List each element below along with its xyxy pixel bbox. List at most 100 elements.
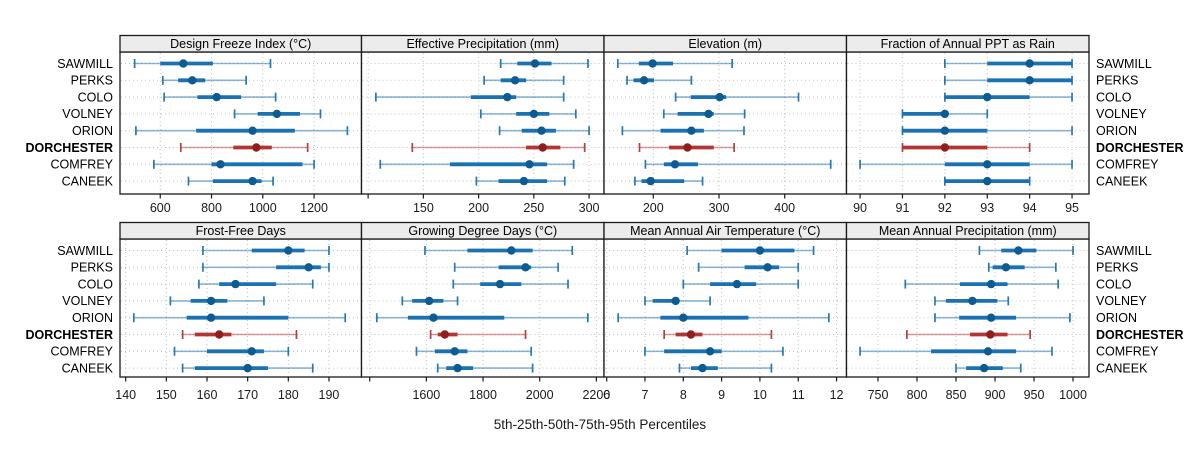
axis-tick-label: 200	[643, 201, 664, 215]
site-label-left: PERKS	[71, 74, 113, 88]
site-label-left: CANEEK	[62, 174, 114, 188]
strip-title: Mean Annual Air Temperature (°C)	[630, 224, 820, 238]
strip-title: Fraction of Annual PPT as Rain	[881, 37, 1055, 51]
axis-tick-label: 170	[237, 388, 258, 402]
median-dot	[940, 143, 950, 152]
axis-tick-label: 800	[201, 201, 222, 215]
median-dot	[206, 313, 216, 322]
site-label-left: VOLNEY	[62, 107, 113, 121]
median-dot	[521, 263, 530, 272]
site-label-left: SAWMILL	[57, 57, 113, 71]
panel-area	[120, 52, 362, 194]
site-label-right: SAWMILL	[1096, 57, 1152, 71]
median-dot	[698, 363, 707, 373]
median-dot	[537, 126, 546, 135]
axis-tick-label: 950	[1024, 388, 1045, 402]
axis-tick-label: 150	[156, 388, 177, 402]
median-dot	[755, 246, 765, 255]
median-dot	[705, 347, 715, 356]
panel-area	[120, 239, 362, 377]
median-dot	[429, 313, 438, 322]
median-dot	[248, 176, 257, 186]
axis-tick-label: 800	[907, 388, 928, 402]
panel-0-3: 90 91 92 93 94 95 Fraction of Annual PPT as Ra…	[845, 34, 1090, 215]
median-dot	[215, 330, 224, 339]
site-label-right: DORCHESTER	[1096, 141, 1184, 155]
site-label-left: VOLNEY	[62, 294, 113, 308]
median-dot	[179, 59, 188, 68]
median-dot	[529, 109, 539, 119]
site-label-right: COLO	[1096, 277, 1132, 291]
median-dot	[525, 160, 534, 169]
median-dot	[1025, 59, 1034, 68]
strip-title: Design Freeze Index (°C)	[170, 37, 311, 51]
axis-tick-label: 190	[319, 388, 340, 402]
median-dot	[440, 330, 449, 339]
site-label-left: SAWMILL	[57, 244, 113, 258]
site-label-right: PERKS	[1096, 74, 1138, 88]
axis-tick-label: 1200	[300, 201, 328, 215]
axis-tick-label: 150	[413, 201, 434, 215]
site-label-left: ORION	[72, 124, 113, 138]
site-label-left: COLO	[78, 90, 114, 104]
strip-title: Elevation (m)	[688, 37, 762, 51]
median-dot	[216, 160, 225, 169]
axis-tick-label: 92	[938, 201, 952, 215]
strip-title: Effective Precipitation (mm)	[406, 37, 559, 51]
axis-tick-label: 750	[868, 388, 889, 402]
median-dot	[986, 279, 996, 289]
axis-tick-label: 11	[792, 388, 805, 402]
axis-tick-label: 6	[603, 388, 610, 402]
median-dot	[284, 246, 293, 255]
median-dot	[243, 363, 252, 373]
site-label-right: CANEEK	[1096, 174, 1148, 188]
panel-0-2: 200 300 400 Elevation (m)	[603, 34, 848, 215]
panel-area	[846, 239, 1089, 377]
axis-tick-label: 12	[830, 388, 844, 402]
median-dot	[983, 176, 992, 186]
site-label-right: DORCHESTER	[1096, 328, 1184, 342]
panel-area	[846, 52, 1089, 194]
axis-tick-label: 1600	[412, 388, 440, 402]
site-label-left: CANEEK	[62, 361, 114, 375]
axis-tick-label: 95	[1065, 201, 1079, 215]
median-dot	[453, 363, 462, 373]
axis-tick-label: 250	[523, 201, 544, 215]
site-label-right: COMFREY	[1096, 345, 1159, 359]
axis-tick-label: 300	[579, 201, 600, 215]
site-label-right: ORION	[1096, 124, 1137, 138]
site-label-left: PERKS	[71, 261, 113, 275]
axis-tick-label: 94	[1023, 201, 1037, 215]
site-label-right: PERKS	[1096, 261, 1138, 275]
strip-header	[845, 221, 1090, 240]
axis-tick-label: 400	[774, 201, 795, 215]
median-dot	[715, 92, 724, 102]
panel-1-2: 6 7 8 9 10 11 12 Mean Annual Air Temperature (°…	[603, 221, 848, 402]
axis-tick-label: 10	[753, 388, 767, 402]
panel-0-1: 150 200 250 300 Effective Precipitation (mm)	[360, 34, 605, 215]
site-label-right: VOLNEY	[1096, 107, 1147, 121]
median-dot	[495, 279, 505, 289]
panel-0-0: 600 800 1000 1200 Design Freeze Index (°C)	[119, 34, 363, 215]
median-dot	[639, 76, 649, 85]
panel-1-1: 1600 1800 2000 2200 Growing Degree Days (°C)	[360, 221, 610, 402]
axis-tick-label: 300	[709, 201, 730, 215]
median-dot	[1014, 246, 1023, 255]
axis-tick-label: 7	[642, 388, 649, 402]
site-label-right: COMFREY	[1096, 158, 1159, 172]
site-label-left: DORCHESTER	[25, 141, 113, 155]
median-dot	[940, 126, 950, 135]
panel-area	[604, 52, 847, 194]
median-dot	[979, 363, 989, 373]
percentile-caption: 5th-25th-50th-75th-95th Percentiles	[493, 417, 707, 432]
median-dot	[530, 59, 540, 68]
median-dot	[986, 313, 996, 322]
median-dot	[507, 246, 516, 255]
axis-tick-label: 1800	[469, 388, 497, 402]
median-dot	[304, 263, 313, 272]
axis-tick-label: 180	[278, 388, 299, 402]
site-label-right: ORION	[1096, 311, 1137, 325]
median-dot	[231, 279, 240, 289]
median-dot	[968, 296, 977, 306]
axis-tick-label: 1000	[249, 201, 277, 215]
